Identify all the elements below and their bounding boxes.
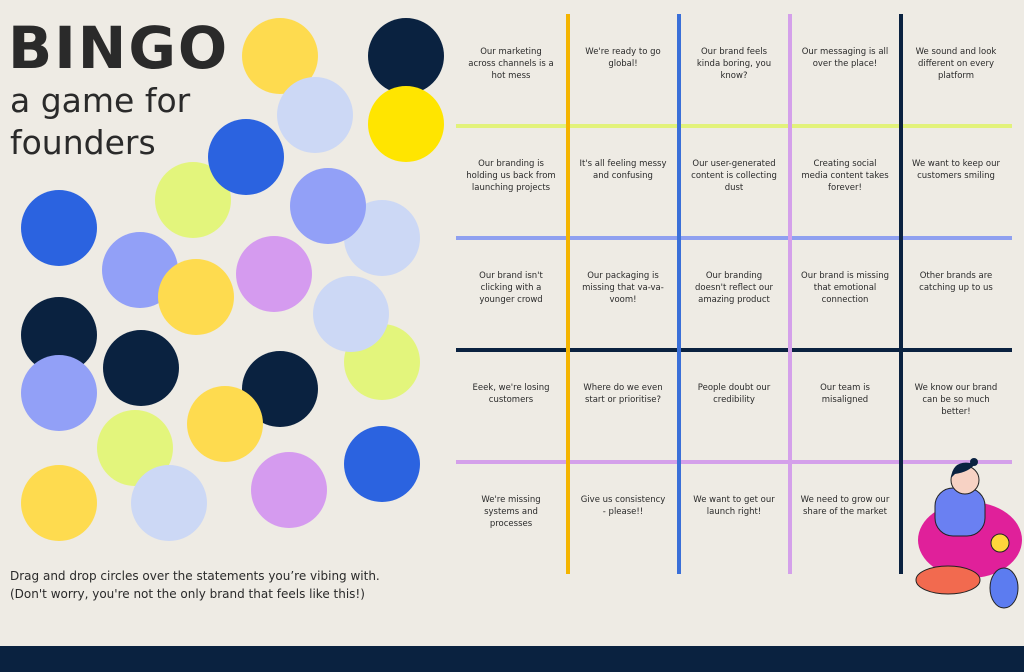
draggable-circle[interactable] — [208, 119, 284, 195]
draggable-circle[interactable] — [290, 168, 366, 244]
draggable-circle[interactable] — [155, 162, 231, 238]
bingo-cell: Our branding is holding us back from lau… — [466, 159, 556, 193]
draggable-circle[interactable] — [242, 18, 318, 94]
instruction-line: Drag and drop circles over the statement… — [10, 569, 380, 583]
title: BINGO — [8, 14, 230, 82]
draggable-circle[interactable] — [158, 259, 234, 335]
bingo-cell: Our messaging is all over the place! — [801, 47, 889, 69]
character-bun — [970, 458, 978, 466]
bingo-cell: We want to get our launch right! — [693, 495, 775, 517]
draggable-circle[interactable] — [103, 330, 179, 406]
bingo-cell: We're missing systems and processes — [481, 495, 541, 529]
draggable-circle[interactable] — [21, 355, 97, 431]
instruction-line: (Don't worry, you're not the only brand … — [10, 587, 365, 601]
character-shoe — [989, 567, 1019, 609]
bingo-cell: Our branding doesn't reflect our amazing… — [695, 271, 773, 305]
bingo-cell: Eeek, we're losing customers — [472, 383, 550, 405]
grid-lines — [456, 14, 1012, 574]
character-flower — [990, 533, 1010, 553]
bingo-cell: We're ready to go global! — [585, 47, 661, 69]
footer-bar — [0, 646, 1024, 672]
draggable-circle[interactable] — [344, 426, 420, 502]
draggable-circle[interactable] — [21, 297, 97, 373]
draggable-circle[interactable] — [131, 465, 207, 541]
board-graphics — [21, 14, 1022, 609]
draggable-circle[interactable] — [368, 18, 444, 94]
instructions: Drag and drop circles over the statement… — [10, 567, 380, 603]
bingo-cell: We sound and look different on every pla… — [915, 47, 997, 81]
draggable-circle[interactable] — [236, 236, 312, 312]
draggable-circle[interactable] — [313, 276, 389, 352]
bingo-cell: We need to grow our share of the market — [800, 495, 890, 517]
bingo-cell: Our marketing across channels is a hot m… — [468, 47, 554, 81]
draggable-circle[interactable] — [21, 190, 97, 266]
draggable-circle[interactable] — [187, 386, 263, 462]
draggable-circle[interactable] — [97, 410, 173, 486]
bingo-cell: People doubt our credibility — [697, 383, 771, 405]
draggable-circle[interactable] — [21, 465, 97, 541]
bingo-cell: Where do we even start or prioritise? — [583, 383, 663, 405]
circles — [21, 18, 444, 541]
bingo-cell: Other brands are catching up to us — [919, 271, 993, 293]
character-shoe — [915, 565, 981, 595]
bingo-cell: We want to keep our customers smiling — [912, 159, 1000, 181]
bingo-cell: Our brand feels kinda boring, you know? — [696, 47, 772, 81]
character-hair — [951, 462, 975, 478]
draggable-circle[interactable] — [277, 77, 353, 153]
bingo-cell: We know our brand can be so much better! — [914, 383, 998, 417]
character-body — [934, 487, 986, 537]
draggable-circle[interactable] — [242, 351, 318, 427]
bingo-cell: Our packaging is missing that va-va-voom… — [582, 271, 664, 305]
bingo-cell: Our brand is missing that emotional conn… — [801, 271, 889, 305]
draggable-circle[interactable] — [368, 86, 444, 162]
draggable-circle[interactable] — [251, 452, 327, 528]
bingo-cell: Our brand isn't clicking with a younger … — [479, 271, 543, 305]
bingo-cell: Give us consistency - please!! — [580, 495, 666, 517]
bingo-cell: Creating social media content takes fore… — [801, 159, 889, 193]
subtitle: a game for founders — [10, 81, 191, 162]
character — [915, 458, 1022, 609]
bingo-cell: Our user-generated content is collecting… — [691, 159, 777, 193]
bingo-cell: Our team is misaligned — [820, 383, 870, 405]
bingo-cell: It's all feeling messy and confusing — [579, 159, 667, 181]
